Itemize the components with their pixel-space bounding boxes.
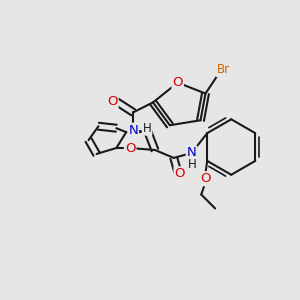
Text: O: O	[172, 76, 183, 89]
Text: N: N	[128, 124, 138, 137]
Text: Br: Br	[217, 63, 230, 76]
Text: O: O	[107, 95, 118, 108]
Text: N: N	[187, 146, 196, 160]
Text: O: O	[125, 142, 135, 154]
Text: H: H	[188, 158, 197, 171]
Text: O: O	[200, 172, 211, 185]
Text: O: O	[175, 167, 185, 180]
Text: H: H	[143, 122, 152, 135]
